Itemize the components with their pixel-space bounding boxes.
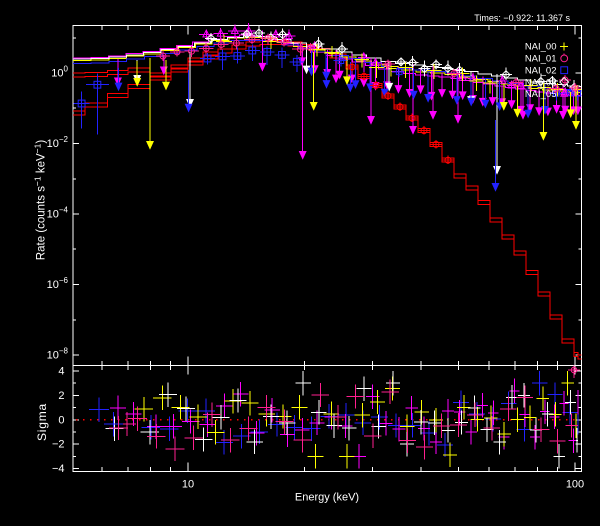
svg-text:NAI_00: NAI_00	[525, 42, 557, 53]
svg-text:Times: −0.922: 11.367 s: Times: −0.922: 11.367 s	[474, 13, 570, 23]
svg-text:NAI_03: NAI_03	[525, 77, 557, 88]
svg-text:NAI_01: NAI_01	[525, 54, 557, 65]
svg-text:0: 0	[58, 414, 64, 426]
svg-text:2: 2	[58, 390, 64, 402]
svg-text:NAI_05: NAI_05	[525, 89, 557, 100]
svg-text:Sigma: Sigma	[35, 403, 49, 441]
svg-text:−2: −2	[52, 439, 65, 451]
svg-text:4: 4	[58, 366, 64, 378]
svg-text:10: 10	[182, 479, 194, 491]
svg-text:NAI_02: NAI_02	[525, 65, 557, 76]
svg-text:−4: −4	[52, 463, 65, 475]
svg-text:Rate (counts s−1 keV−1): Rate (counts s−1 keV−1)	[33, 140, 48, 261]
svg-text:Energy (keV): Energy (keV)	[295, 492, 359, 504]
svg-text:100: 100	[566, 479, 584, 491]
